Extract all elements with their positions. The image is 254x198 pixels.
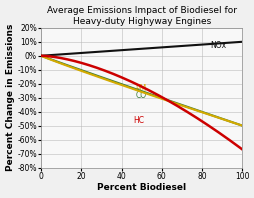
Text: CO: CO [135,91,146,100]
Text: PM: PM [135,84,146,93]
Title: Average Emissions Impact of Biodiesel for
Heavy-duty Highyway Engines: Average Emissions Impact of Biodiesel fo… [46,6,236,26]
X-axis label: Percent Biodiesel: Percent Biodiesel [97,183,185,192]
Text: NOx: NOx [209,41,225,50]
Y-axis label: Percent Change in Emissions: Percent Change in Emissions [6,24,14,171]
Text: HC: HC [133,115,144,125]
